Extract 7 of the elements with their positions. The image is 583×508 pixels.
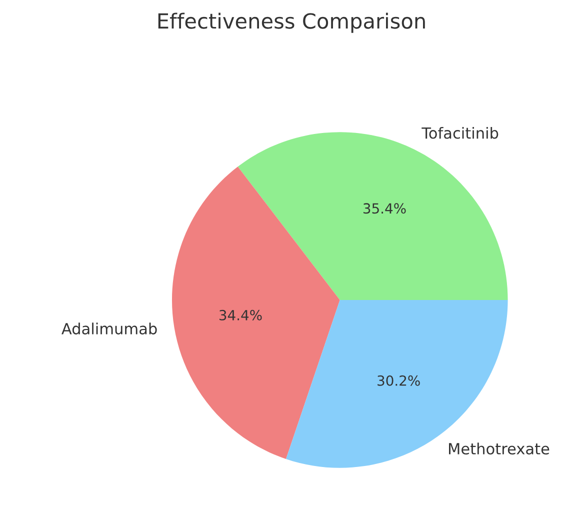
data-label: 34.4% bbox=[219, 310, 262, 320]
chart-title: Effectiveness Comparison bbox=[158, 12, 425, 33]
data-label: 35.4% bbox=[363, 203, 406, 214]
slice-label: Methotrexate bbox=[449, 442, 550, 455]
slice-label: Adalimumab bbox=[62, 322, 157, 334]
slice-label: Tofacitinib bbox=[422, 126, 498, 139]
data-label: 30.2% bbox=[378, 375, 420, 386]
